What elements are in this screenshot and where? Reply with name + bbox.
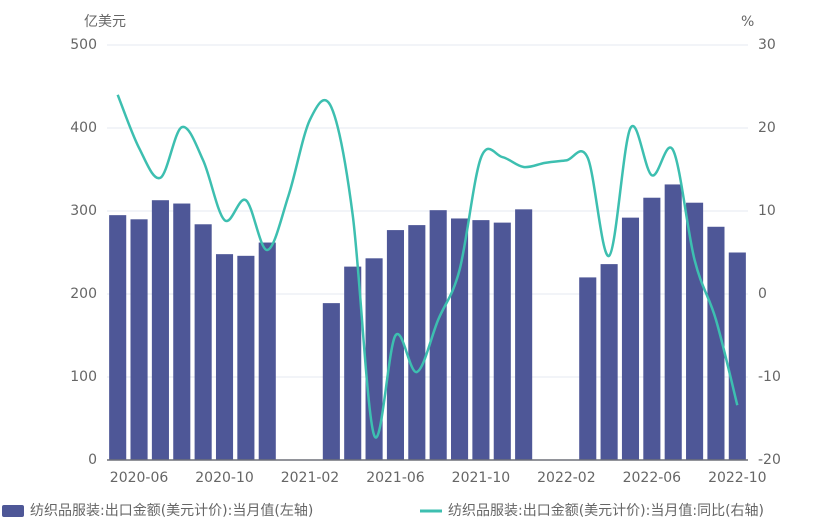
bar: [322, 303, 340, 460]
y-tick-label: 300: [70, 203, 97, 219]
bar: [237, 255, 255, 460]
bar: [429, 210, 447, 460]
y-tick-label: 200: [70, 286, 97, 302]
bar: [215, 254, 234, 460]
bar: [173, 203, 191, 460]
bar: [621, 217, 640, 460]
bar: [451, 218, 469, 460]
bar: [194, 224, 212, 460]
y-axis-unit: 亿美元: [84, 14, 126, 30]
bar: [493, 222, 511, 460]
y2-tick-label: 10: [758, 203, 776, 219]
bar: [109, 215, 127, 460]
bar: [664, 184, 682, 460]
bar: [686, 202, 704, 460]
x-tick-label: 2022-06: [623, 470, 682, 486]
bar: [344, 266, 362, 460]
y2-tick-label: -10: [758, 369, 781, 385]
bar: [151, 200, 169, 460]
x-tick-label: 2020-10: [195, 470, 254, 486]
bar: [130, 219, 148, 460]
legend-label: 纺织品服装:出口金额(美元计价):当月值:同比(右轴): [448, 503, 764, 519]
y-tick-label: 0: [88, 452, 97, 468]
y2-tick-label: 0: [758, 286, 767, 302]
bar: [386, 230, 404, 460]
x-tick-label: 2021-10: [452, 470, 511, 486]
y2-axis-unit: %: [741, 14, 754, 30]
x-tick-label: 2022-10: [708, 470, 767, 486]
line: [116, 94, 739, 439]
bar: [707, 226, 725, 460]
y2-tick-label: -20: [758, 452, 781, 468]
y-tick-label: 400: [70, 120, 97, 136]
bar: [515, 209, 533, 460]
x-tick-label: 2021-02: [281, 470, 340, 486]
bar: [258, 242, 276, 460]
x-tick-label: 2020-06: [110, 470, 169, 486]
y2-tick-label: 20: [758, 120, 776, 136]
legend-swatch: [2, 505, 24, 517]
y-tick-label: 500: [70, 37, 97, 53]
bar: [728, 252, 746, 460]
bar: [579, 277, 597, 460]
y-tick-label: 100: [70, 369, 97, 385]
y2-tick-label: 30: [758, 37, 776, 53]
bar: [600, 264, 618, 460]
legend-label: 纺织品服装:出口金额(美元计价):当月值(左轴): [30, 503, 313, 519]
bar: [472, 220, 490, 460]
bar: [408, 225, 426, 460]
x-tick-label: 2021-06: [366, 470, 425, 486]
bar: [643, 197, 661, 460]
x-tick-label: 2022-02: [537, 470, 596, 486]
